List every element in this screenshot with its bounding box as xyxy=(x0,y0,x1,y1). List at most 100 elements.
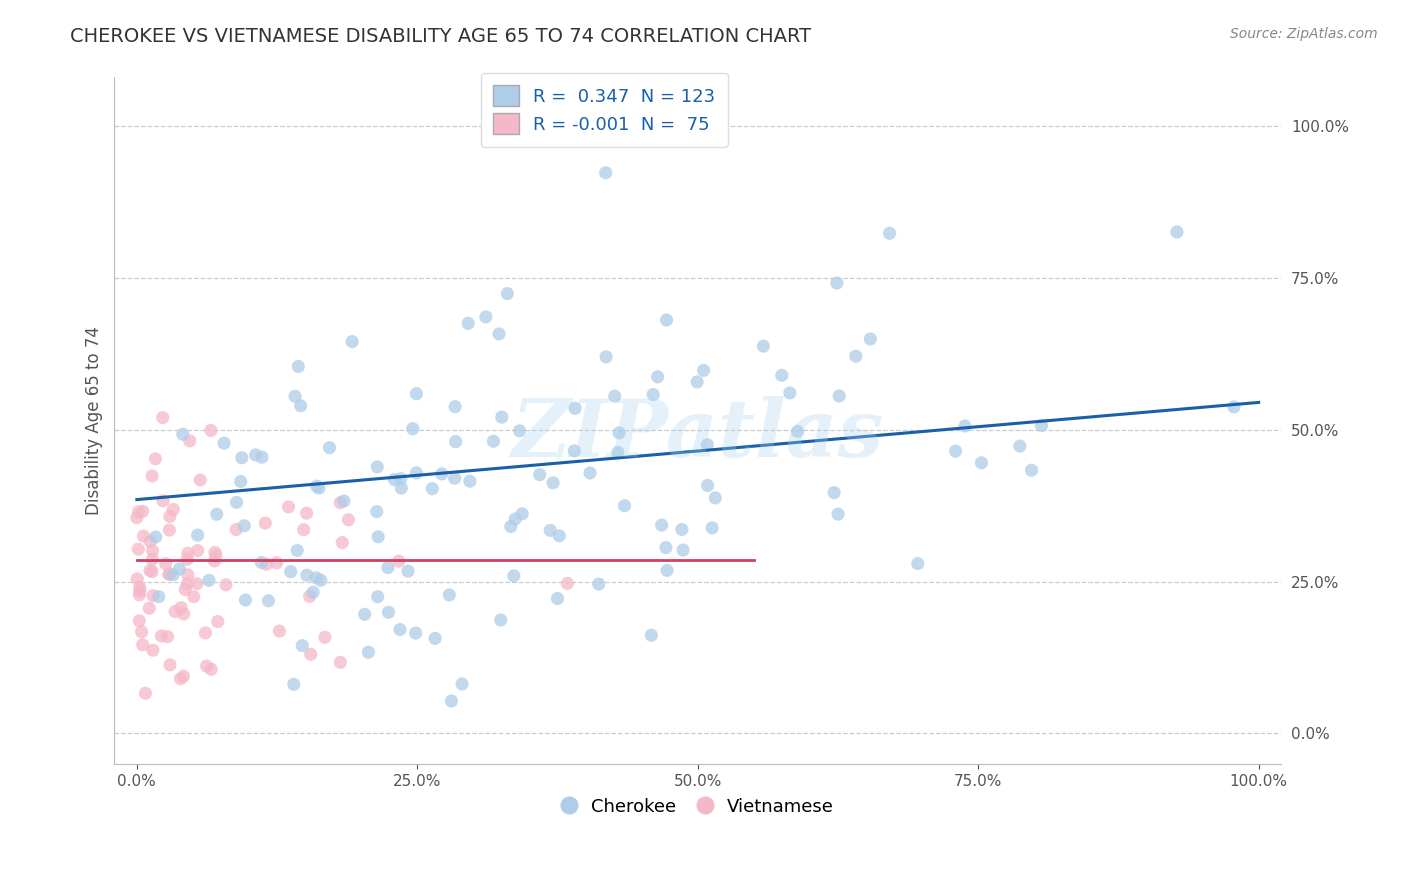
Point xyxy=(187,543,209,558)
Point xyxy=(183,590,205,604)
Point xyxy=(1166,225,1188,239)
Point xyxy=(305,571,328,585)
Point xyxy=(430,467,453,481)
Point xyxy=(225,495,247,509)
Point xyxy=(250,450,273,465)
Point xyxy=(696,438,718,452)
Point xyxy=(907,557,929,571)
Point xyxy=(367,530,389,544)
Point xyxy=(139,563,162,577)
Point xyxy=(389,472,412,486)
Point xyxy=(179,434,201,448)
Point xyxy=(142,589,165,603)
Point xyxy=(131,624,153,639)
Point xyxy=(254,557,277,571)
Point xyxy=(686,375,709,389)
Point xyxy=(188,473,211,487)
Point xyxy=(606,445,628,459)
Point xyxy=(770,368,793,383)
Point xyxy=(142,643,165,657)
Point xyxy=(169,562,191,576)
Point xyxy=(254,516,277,530)
Point xyxy=(384,473,406,487)
Point xyxy=(141,469,163,483)
Point xyxy=(314,630,336,644)
Point xyxy=(439,588,461,602)
Point xyxy=(250,556,273,570)
Point xyxy=(444,400,467,414)
Point xyxy=(405,386,427,401)
Point xyxy=(827,507,849,521)
Point xyxy=(290,399,312,413)
Point xyxy=(235,593,257,607)
Point xyxy=(671,523,693,537)
Point xyxy=(405,626,427,640)
Point xyxy=(366,459,388,474)
Point xyxy=(420,482,443,496)
Point xyxy=(529,467,551,482)
Point xyxy=(186,576,208,591)
Point xyxy=(377,605,399,619)
Point xyxy=(172,669,194,683)
Point xyxy=(557,576,579,591)
Point xyxy=(170,600,193,615)
Point xyxy=(499,519,522,533)
Point xyxy=(859,332,882,346)
Point xyxy=(287,359,309,374)
Point xyxy=(443,471,465,485)
Point xyxy=(879,226,901,240)
Point xyxy=(1021,463,1043,477)
Point xyxy=(640,628,662,642)
Point xyxy=(405,466,427,480)
Point xyxy=(353,607,375,622)
Point xyxy=(138,601,160,615)
Point xyxy=(388,623,411,637)
Point xyxy=(215,578,238,592)
Point xyxy=(389,481,412,495)
Point xyxy=(194,626,217,640)
Point xyxy=(207,615,229,629)
Text: CHEROKEE VS VIETNAMESE DISABILITY AGE 65 TO 74 CORRELATION CHART: CHEROKEE VS VIETNAMESE DISABILITY AGE 65… xyxy=(70,27,811,45)
Point xyxy=(159,566,181,581)
Point xyxy=(302,585,325,599)
Point xyxy=(128,614,150,628)
Point xyxy=(655,563,678,577)
Point xyxy=(330,535,353,549)
Point xyxy=(225,523,247,537)
Point xyxy=(131,638,153,652)
Point xyxy=(396,564,419,578)
Point xyxy=(233,518,256,533)
Point xyxy=(440,694,463,708)
Point xyxy=(828,389,851,403)
Point xyxy=(503,512,526,526)
Point xyxy=(131,504,153,518)
Point xyxy=(129,583,152,598)
Point xyxy=(157,567,180,582)
Point xyxy=(333,494,356,508)
Point xyxy=(672,543,695,558)
Point xyxy=(308,481,330,495)
Point xyxy=(134,686,156,700)
Point xyxy=(176,552,198,566)
Point xyxy=(132,529,155,543)
Point xyxy=(603,389,626,403)
Point xyxy=(366,505,388,519)
Text: ZIPatlas: ZIPatlas xyxy=(512,396,884,473)
Point xyxy=(377,560,399,574)
Point xyxy=(128,588,150,602)
Point xyxy=(489,613,512,627)
Point xyxy=(299,647,322,661)
Point xyxy=(269,624,291,638)
Point xyxy=(562,443,585,458)
Point xyxy=(953,419,976,434)
Point xyxy=(607,425,630,440)
Point xyxy=(284,389,307,403)
Point xyxy=(157,523,180,537)
Point xyxy=(200,662,222,676)
Point xyxy=(538,524,561,538)
Point xyxy=(1008,439,1031,453)
Point xyxy=(142,544,165,558)
Point xyxy=(174,582,197,597)
Point xyxy=(204,545,226,559)
Point xyxy=(502,569,524,583)
